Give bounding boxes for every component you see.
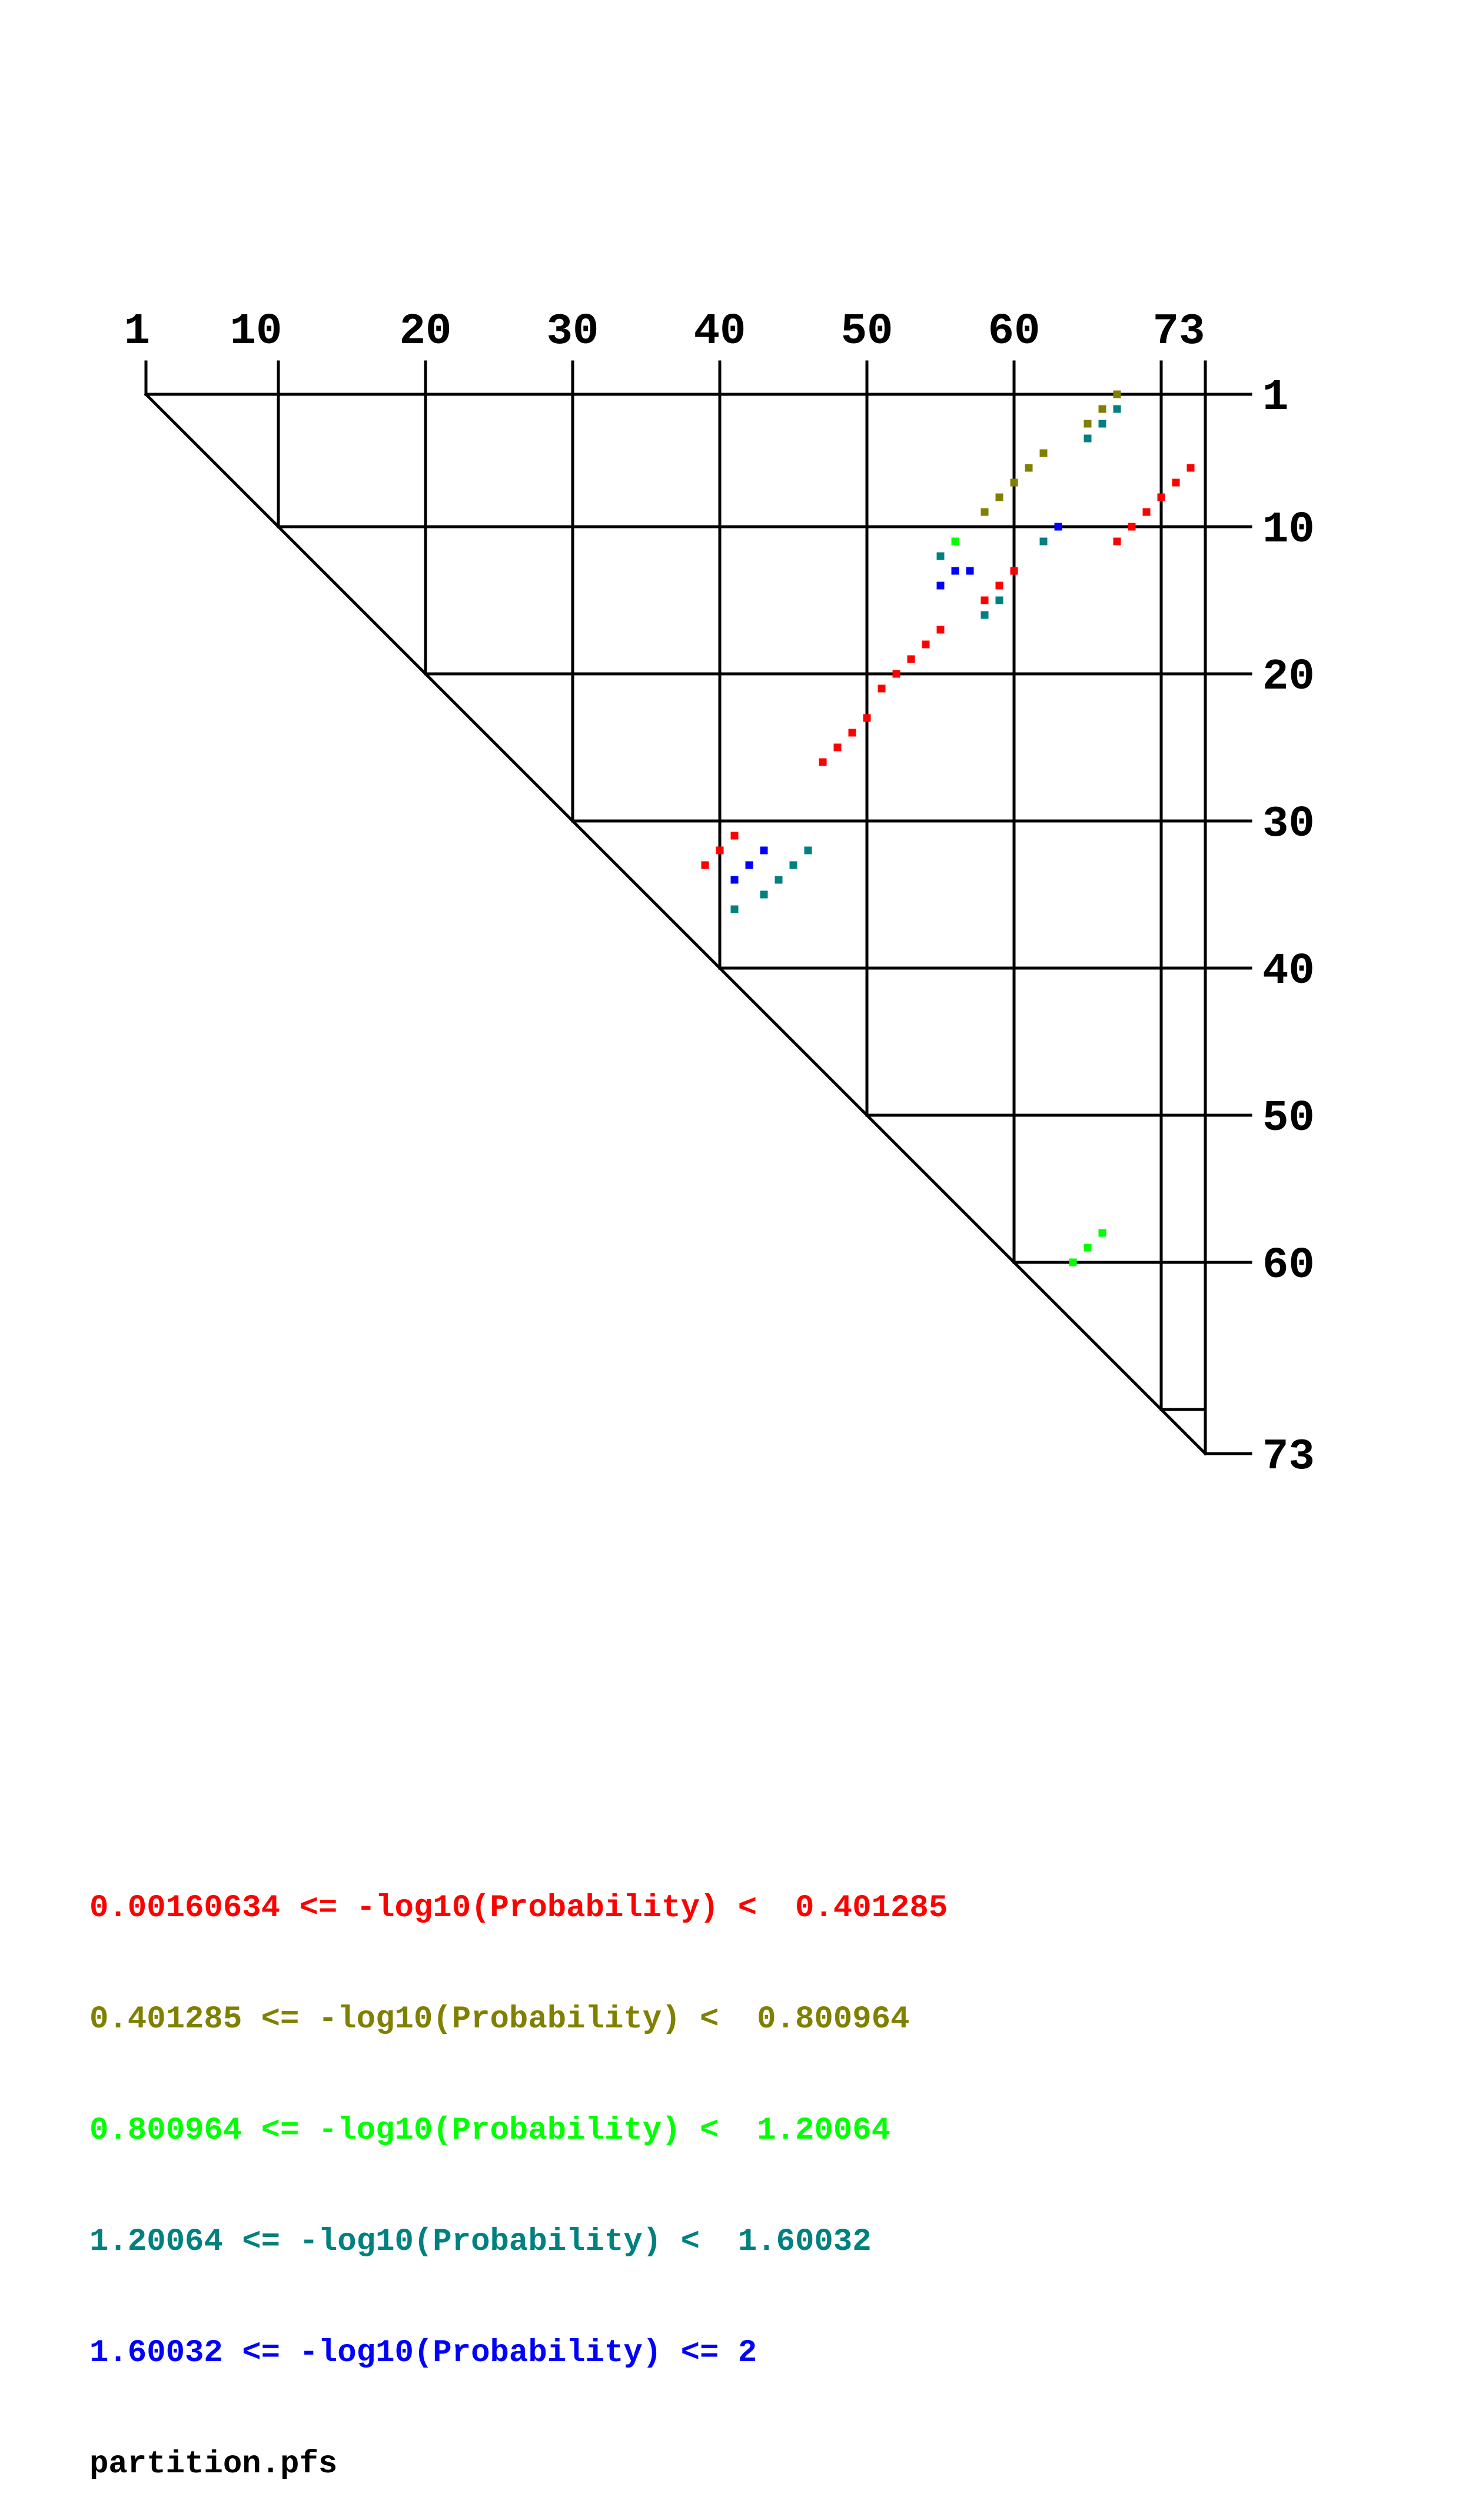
probability-dot: [701, 861, 709, 869]
probability-dot: [936, 626, 945, 634]
y-tick-label: 60: [1262, 1241, 1315, 1291]
probability-dot: [1172, 478, 1180, 487]
probability-dot: [1098, 420, 1106, 428]
probability-dot: [995, 581, 1003, 590]
x-tick-label: 60: [988, 307, 1041, 357]
legend: 0.00160634 <= -log10(Probability) < 0.40…: [89, 1816, 948, 2520]
x-tick-labels: 1 10 20 30 40 50 60 73: [124, 307, 1205, 357]
probability-dot: [981, 611, 989, 619]
probability-dot: [995, 596, 1003, 604]
legend-item: 0.401285 <= -log10(Probability) < 0.8009…: [89, 2002, 910, 2037]
probability-dot: [789, 861, 797, 869]
probability-dot: [848, 729, 856, 737]
probability-dot: [966, 567, 974, 575]
probability-dot: [1113, 537, 1121, 546]
y-tick-label: 20: [1262, 653, 1315, 702]
probability-dot: [1098, 405, 1106, 413]
probability-dot: [730, 876, 739, 884]
y-tick-label: 50: [1262, 1094, 1315, 1143]
legend-item: 0.00160634 <= -log10(Probability) < 0.40…: [89, 1890, 948, 1926]
x-tick-label: 73: [1153, 307, 1205, 357]
probability-dot: [833, 743, 842, 752]
probability-dot: [1069, 1258, 1077, 1266]
probability-dot: [951, 567, 959, 575]
x-tick-label: 30: [547, 307, 599, 357]
diagonal-line: [144, 392, 1208, 1456]
probability-dot: [716, 846, 724, 855]
dot-plot: 1 10 20 30 40 50 60 73 1 10 20 30 40 50 60 73: [124, 307, 1315, 1482]
probability-dot: [981, 596, 989, 604]
x-tick-label: 10: [230, 307, 283, 357]
probability-dot: [1010, 567, 1018, 575]
probability-dot: [1098, 1229, 1106, 1237]
probability-dot: [1039, 537, 1048, 546]
legend-item: 1.20064 <= -log10(Probability) < 1.60032: [89, 2224, 872, 2260]
probability-dot: [730, 832, 739, 840]
probability-dot: [1113, 390, 1121, 398]
probability-dot: [1113, 405, 1121, 413]
probability-dot: [995, 493, 1003, 501]
probability-dot: [1084, 1244, 1092, 1252]
x-tick-label: 40: [694, 307, 746, 357]
probability-dot: [1142, 508, 1151, 516]
probability-dot: [863, 714, 871, 722]
probability-dot: [892, 670, 900, 678]
y-tick-label: 10: [1262, 506, 1315, 555]
y-tick-label: 73: [1262, 1432, 1315, 1482]
probability-dot: [981, 508, 989, 516]
probability-dot: [922, 640, 930, 649]
probability-dot: [745, 861, 753, 869]
y-tick-label: 30: [1262, 800, 1315, 849]
grid: [144, 360, 1252, 1456]
probability-dot: [936, 581, 945, 590]
probability-dot: [936, 552, 945, 560]
probability-dot: [1157, 493, 1165, 501]
probability-dot: [1039, 449, 1048, 457]
x-tick-label: 50: [841, 307, 893, 357]
probability-dot: [951, 537, 959, 546]
x-tick-label: 1: [124, 307, 150, 357]
probability-dot: [1084, 434, 1092, 443]
legend-item: 0.800964 <= -log10(Probability) < 1.2006…: [89, 2113, 891, 2149]
probability-dot: [1010, 478, 1018, 487]
probability-dot: [819, 758, 827, 766]
probability-dot: [878, 684, 886, 693]
probability-dot: [1187, 464, 1195, 472]
x-tick-label: 20: [400, 307, 452, 357]
probability-dot: [1025, 464, 1033, 472]
probability-dots: [701, 390, 1195, 1266]
probability-dot: [1054, 523, 1062, 531]
probability-dot: [775, 876, 783, 884]
probability-dot: [1084, 420, 1092, 428]
probability-dot: [1128, 523, 1136, 531]
probability-dot: [760, 846, 768, 855]
probability-dot: [907, 655, 915, 663]
y-tick-label: 40: [1262, 947, 1315, 996]
probability-dot: [760, 890, 768, 899]
probability-dot: [804, 846, 812, 855]
y-tick-label: 1: [1262, 373, 1288, 423]
filename-label: partition.pfs: [89, 2446, 338, 2482]
y-tick-labels: 1 10 20 30 40 50 60 73: [1262, 373, 1315, 1482]
legend-item: 1.60032 <= -log10(Probability) <= 2: [89, 2335, 757, 2371]
probability-dot: [730, 905, 739, 913]
